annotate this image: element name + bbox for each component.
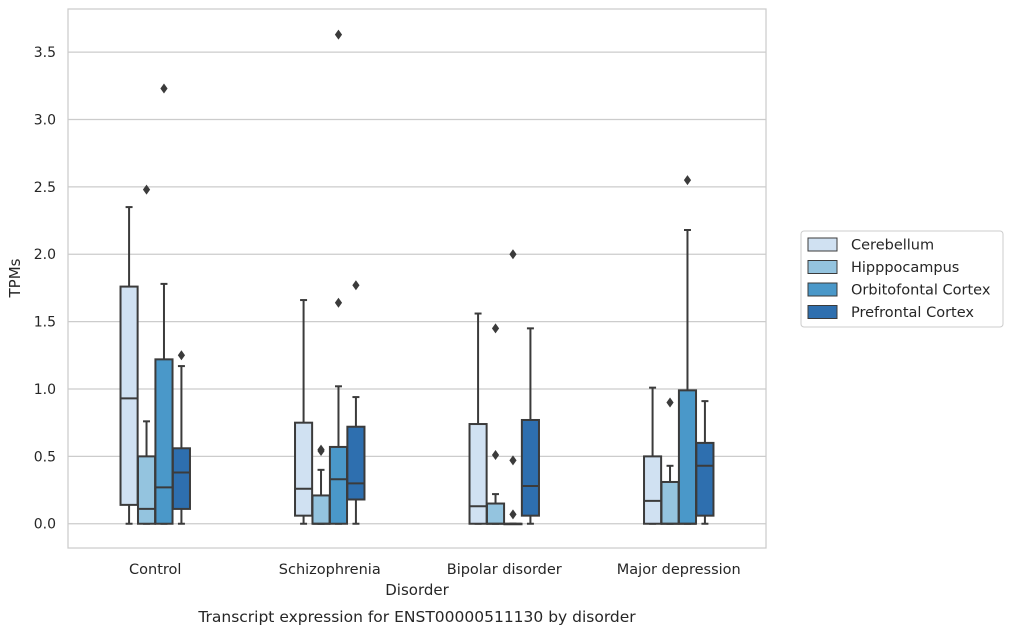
box-plot [660, 397, 680, 525]
y-tick-label: 3.5 [34, 45, 56, 61]
y-tick-label: 3.0 [34, 112, 56, 128]
outlier-point [160, 83, 168, 94]
plot-frame [67, 8, 767, 549]
outlier-point [317, 444, 325, 455]
y-tick-label: 2.0 [34, 247, 56, 263]
y-axis-ticks: 0.0 0.5 1.0 1.5 2.0 2.5 3.0 3.5 [34, 45, 56, 533]
box-iqr [311, 494, 331, 525]
x-tick-label: Major depression [617, 562, 741, 578]
legend-swatch [807, 237, 838, 252]
box-iqr [136, 455, 157, 525]
box-plot [468, 312, 488, 525]
box-plot [695, 400, 715, 525]
legend-label: Orbitofontal Cortex [851, 283, 991, 299]
box-plot [119, 206, 139, 525]
box-iqr [677, 389, 698, 525]
legend-frame [800, 230, 1004, 328]
box-iqr [643, 455, 663, 525]
x-tick-label: Schizophrenia [279, 562, 381, 578]
outlier-point [177, 350, 186, 361]
box-iqr [468, 423, 488, 525]
y-tick-label: 1.5 [34, 315, 56, 331]
box-plot [346, 280, 366, 525]
outlier-point [352, 280, 360, 291]
box-plot [485, 323, 506, 525]
legend-swatch [807, 282, 838, 297]
outlier-point [509, 249, 517, 260]
box-plot [294, 299, 314, 525]
box-plot [520, 327, 540, 525]
outlier-point [334, 297, 343, 308]
outlier-point [491, 450, 500, 461]
outlier-point [683, 175, 692, 186]
box-plot [171, 350, 191, 525]
x-tick-label: Bipolar disorder [447, 562, 562, 578]
box-iqr [328, 445, 349, 525]
y-tick-label: 0.5 [34, 449, 56, 465]
box-plots [119, 29, 715, 526]
box-plot [328, 29, 349, 525]
box-plot [503, 249, 523, 526]
legend: Cerebellum Hipppocampus Orbitofontal Corte… [800, 230, 1004, 328]
y-tick-label: 2.5 [34, 180, 56, 196]
box-iqr [520, 418, 540, 517]
legend-swatch [807, 305, 838, 319]
box-iqr [171, 447, 191, 510]
figure-caption: Transcript expression for ENST0000051113… [197, 608, 636, 626]
box-iqr [695, 441, 715, 517]
legend-label: Cerebellum [851, 238, 934, 254]
outlier-point [334, 29, 343, 40]
box-iqr [154, 358, 174, 525]
box-iqr [660, 480, 680, 525]
x-axis-label: Disorder [385, 581, 449, 599]
box-iqr [294, 421, 314, 517]
outlier-point [509, 455, 517, 466]
outlier-point [491, 323, 500, 334]
box-iqr [346, 425, 366, 501]
box-plot [154, 83, 174, 525]
x-axis-ticks: Control Schizophrenia Bipolar disorder Majo… [129, 562, 741, 578]
legend-swatch [807, 260, 838, 274]
outlier-point [509, 509, 517, 520]
y-axis-label: TPMs [6, 258, 24, 298]
box-iqr [119, 285, 139, 506]
y-tick-label: 0.0 [34, 517, 56, 533]
legend-label: Prefrontal Cortex [851, 305, 974, 321]
outlier-point [666, 397, 674, 408]
y-tick-label: 1.0 [34, 382, 56, 398]
legend-label: Hipppocampus [851, 260, 959, 276]
box-iqr [485, 502, 506, 525]
outlier-point [142, 184, 151, 195]
x-tick-label: Control [129, 562, 181, 578]
